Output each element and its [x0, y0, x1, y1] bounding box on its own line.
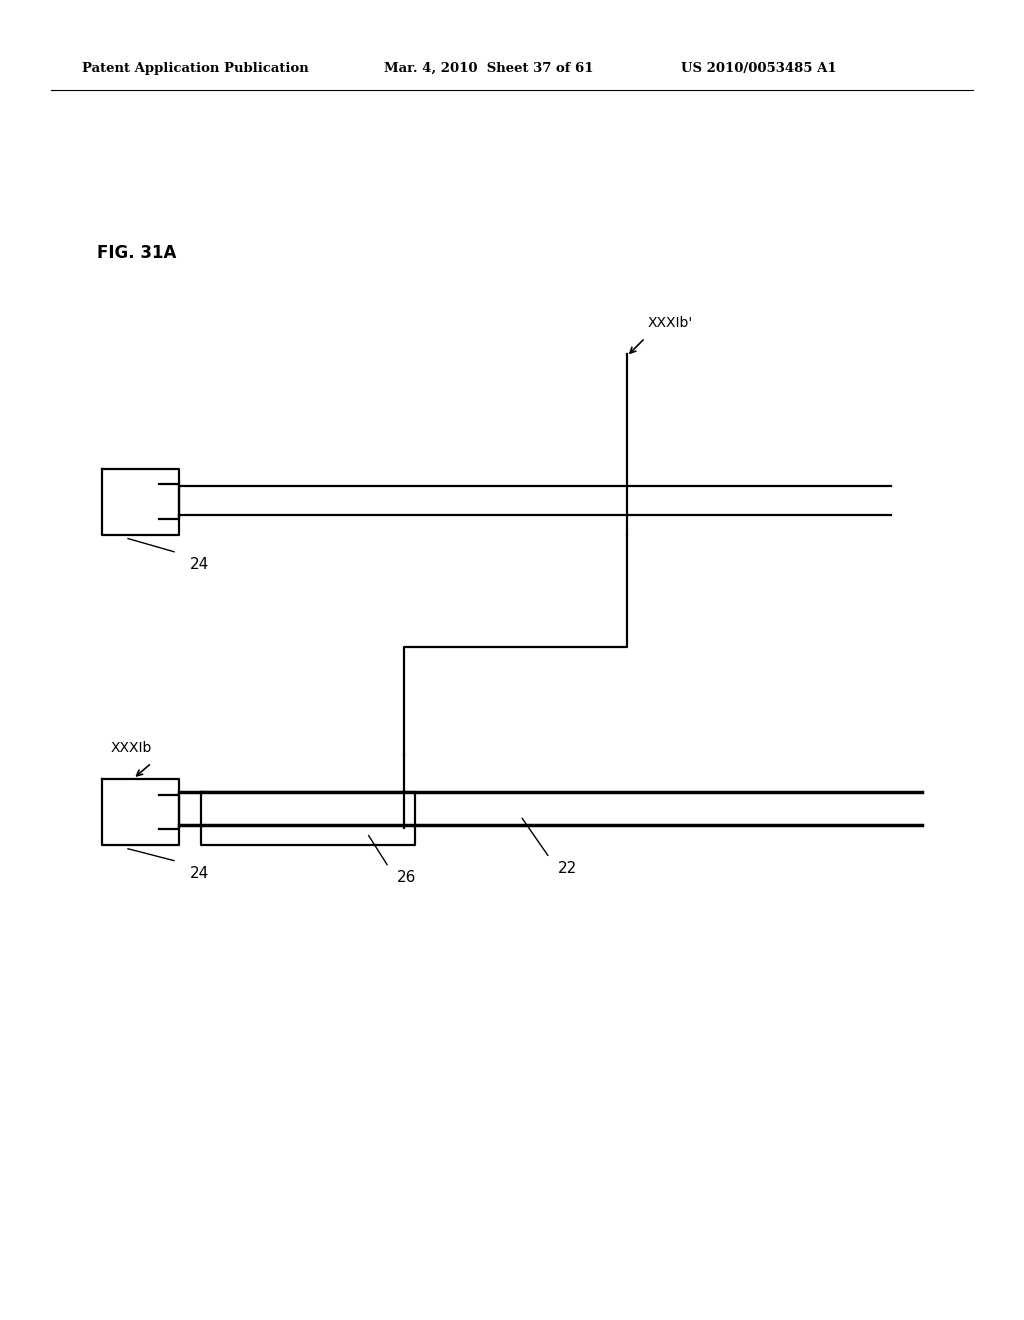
- Text: XXXIb': XXXIb': [647, 315, 692, 330]
- Text: 26: 26: [397, 870, 417, 884]
- Text: US 2010/0053485 A1: US 2010/0053485 A1: [681, 62, 837, 75]
- Text: 24: 24: [189, 866, 209, 880]
- Text: 24: 24: [189, 557, 209, 572]
- Text: XXXIb: XXXIb: [111, 741, 152, 755]
- Text: Patent Application Publication: Patent Application Publication: [82, 62, 308, 75]
- Text: Mar. 4, 2010  Sheet 37 of 61: Mar. 4, 2010 Sheet 37 of 61: [384, 62, 594, 75]
- Text: 22: 22: [558, 861, 578, 875]
- Text: FIG. 31A: FIG. 31A: [97, 244, 177, 263]
